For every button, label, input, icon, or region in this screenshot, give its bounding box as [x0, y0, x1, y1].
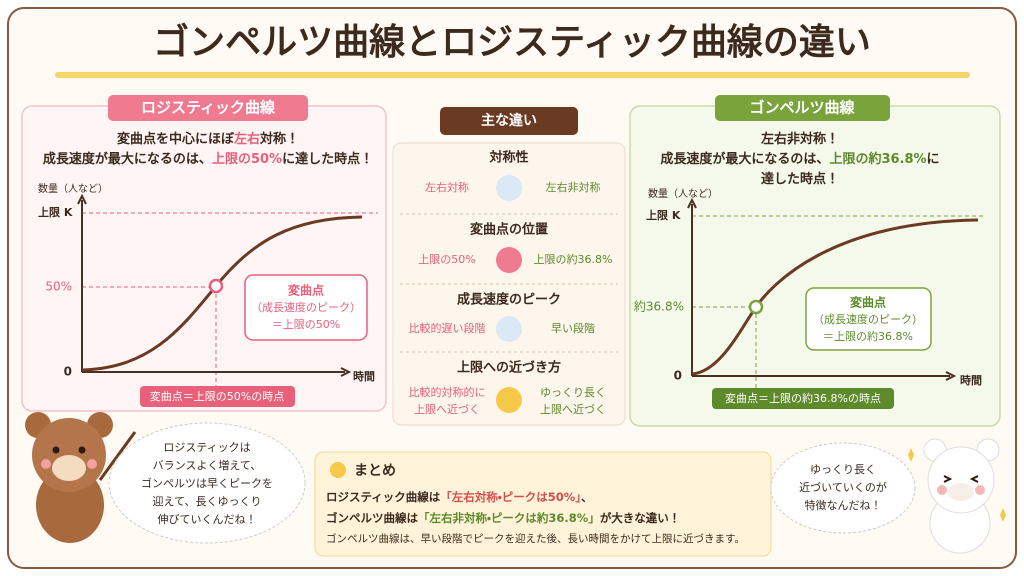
speech-text: 迎えて、長くゆっくり — [153, 495, 262, 508]
axis-arrows — [77, 193, 352, 377]
zero-label: 0 — [64, 365, 72, 379]
callout: 変曲点 — [288, 283, 324, 298]
summary-line: ロジスティック曲線は「左右対称・ピークは50%」、 — [326, 490, 593, 504]
inflection-point — [748, 299, 764, 315]
callout: ＝上限の50% — [272, 318, 340, 331]
summary-line: ゴンペルツ曲線は、早い段階でピークを迎えた後、長い時間をかけて上限に近づきます。 — [326, 532, 745, 545]
diff-right: ゆっくり長く — [540, 386, 606, 399]
zero-label: 0 — [674, 369, 682, 383]
badge-text: 変曲点＝上限の約36.8%の時点 — [725, 391, 881, 405]
badge-text: 変曲点＝上限の50%の時点 — [150, 390, 284, 403]
speech-text: 伸びていくんだね！ — [158, 513, 257, 526]
x-label: 時間 — [353, 369, 375, 383]
icon — [496, 316, 522, 342]
text: ロジスティック曲線は — [326, 490, 441, 504]
text: 「左右非対称・ピークは約36.8%」 — [418, 511, 600, 525]
logistic-desc: 成長速度が最大になるのは、上限の50%に達した時点！ — [43, 151, 373, 167]
diff-heading: 主な違い — [481, 112, 537, 129]
text: ゴンペルツ曲線は、早い段階でピークを迎えた後、長い時間をかけて上限に近づきます。 — [326, 532, 745, 545]
text: が大きな違い！ — [600, 511, 681, 525]
callout: （成長速度のピーク） — [813, 313, 923, 326]
text: 成長速度が最大になるのは、 — [660, 151, 829, 167]
diff-right: 上限へ近づく — [540, 403, 606, 416]
title: ゴンペルツ曲線とロジスティック曲線の違い — [153, 21, 871, 63]
gompertz-curve — [691, 218, 979, 376]
gompertz-desc: 成長速度が最大になるのは、上限の約36.8%に — [660, 151, 939, 167]
diff-left: 比較的対称的に — [409, 385, 486, 399]
diff-right: 上限の約36.8% — [534, 252, 613, 266]
mid-label: 約36.8% — [634, 299, 684, 314]
speech-text: ロジスティックは — [163, 441, 250, 454]
callout: （成長速度のピーク） — [251, 301, 361, 314]
title-underline — [55, 72, 970, 78]
text: に達した時点！ — [282, 151, 373, 167]
icon — [496, 247, 522, 273]
speech-text: ゆっくり長く — [810, 463, 876, 476]
gompertz-desc: 達した時点！ — [761, 171, 839, 187]
diff-title: 変曲点の位置 — [470, 222, 548, 238]
bear-right — [908, 438, 1006, 554]
logistic-heading-pill — [108, 95, 308, 121]
text: に — [927, 152, 940, 167]
axes — [81, 200, 345, 373]
bulb-icon — [330, 462, 346, 478]
text: 対称！ — [259, 131, 299, 147]
callout: ＝上限の約36.8% — [823, 329, 913, 343]
speech-bubble — [770, 442, 916, 534]
diff-title: 成長速度のピーク — [457, 292, 561, 308]
diff-left: 上限へ近づく — [414, 403, 480, 416]
badge — [140, 386, 295, 407]
summary-line: ゴンペルツ曲線は「左右非対称・ピークは約36.8%」が大きな違い！ — [326, 511, 680, 525]
top-label: 上限 K — [38, 205, 73, 219]
speech-text: ゴンペルツは早くピークを — [141, 476, 273, 490]
callout: 変曲点 — [850, 295, 886, 310]
diff-left: 比較的遅い段階 — [409, 321, 486, 335]
speech-text: 近づいていくのが — [799, 480, 887, 494]
inflection-point — [208, 278, 224, 294]
axis-arrows — [687, 197, 957, 381]
badge — [712, 388, 894, 409]
gompertz-desc: 左右非対称！ — [761, 131, 839, 147]
mid-label: 50% — [45, 280, 72, 294]
text: 左右非対称！ — [761, 131, 839, 147]
diff-title: 対称性 — [488, 150, 528, 166]
callout-box — [244, 274, 368, 341]
logistic-desc: 変曲点を中心にほぼ左右対称！ — [117, 131, 299, 147]
text: 「左右対称・ピークは50%」 — [440, 490, 581, 504]
diff-left: 左右対称 — [425, 180, 469, 194]
logistic-heading: ロジスティック曲線 — [141, 99, 276, 117]
text: 変曲点を中心にほぼ — [117, 131, 235, 147]
gompertz-heading-pill — [715, 95, 890, 121]
text: 達した時点！ — [761, 171, 839, 187]
summary-box — [314, 451, 772, 557]
axes — [691, 204, 950, 377]
icon — [496, 387, 522, 413]
x-label: 時間 — [960, 373, 982, 387]
speech-text: バランスよく増えて、 — [153, 459, 262, 472]
text: 上限の50% — [212, 152, 282, 167]
text: 上限の約36.8% — [829, 151, 926, 167]
gompertz-heading: ゴンペルツ曲線 — [749, 99, 855, 117]
diff-heading-pill — [440, 107, 578, 135]
diff-right: 早い段階 — [551, 321, 595, 335]
summary-title: まとめ — [354, 463, 396, 479]
top-label: 上限 K — [646, 208, 681, 222]
speech-text: 特徴なんだね！ — [805, 498, 882, 512]
diff-title: 上限への近づき方 — [457, 360, 561, 376]
icon — [496, 175, 522, 201]
diff-left: 上限の50% — [418, 253, 475, 266]
y-label: 数量（人など） — [38, 182, 108, 195]
callout-box — [805, 287, 932, 351]
text: 、 — [581, 490, 593, 504]
text: 左右 — [234, 131, 260, 147]
text: ゴンペルツ曲線は — [326, 511, 418, 525]
speech-bubble — [108, 422, 306, 544]
bear-left — [25, 412, 137, 543]
y-label: 数量（人など） — [648, 187, 718, 200]
diff-right: 左右非対称 — [546, 180, 601, 194]
text: 成長速度が最大になるのは、 — [43, 151, 212, 167]
